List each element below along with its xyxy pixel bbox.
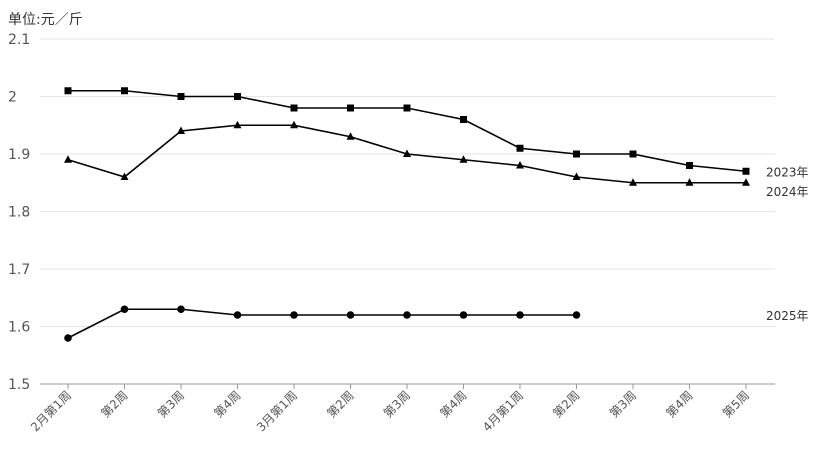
data-point: [403, 104, 411, 112]
series-label: 2025年: [766, 309, 809, 323]
x-tick-label: 2月第1周: [28, 388, 74, 434]
data-point: [516, 144, 524, 152]
data-point: [516, 311, 524, 319]
data-point: [516, 161, 524, 169]
data-point: [347, 104, 354, 112]
x-tick-label: 第4周: [663, 388, 695, 420]
y-tick-label: 1.8: [8, 205, 30, 221]
data-point: [64, 87, 72, 95]
data-point: [177, 126, 185, 134]
data-point: [290, 311, 298, 319]
data-point: [742, 167, 750, 175]
data-point: [346, 132, 355, 140]
x-tick-label: 第2周: [98, 388, 130, 420]
y-tick-label: 2.1: [8, 32, 30, 48]
x-tick-label: 第3周: [155, 388, 187, 420]
series-group: [64, 87, 750, 342]
x-tick-label: 4月第1周: [480, 388, 526, 434]
y-tick-label: 1.5: [8, 377, 30, 393]
series-labels: 2023年 2024年 2025年: [766, 165, 809, 323]
data-point: [233, 311, 242, 319]
data-point: [121, 87, 128, 95]
x-tick-label: 第4周: [211, 388, 243, 420]
data-point: [403, 311, 411, 319]
data-point: [459, 311, 468, 319]
series-label: 2023年: [766, 165, 809, 179]
data-point: [742, 178, 750, 186]
series-2023年: [64, 87, 750, 175]
data-point: [120, 172, 129, 180]
data-point: [629, 150, 637, 158]
y-tick-label: 1.9: [8, 147, 30, 163]
series-line: [68, 89, 747, 173]
series-2025年: [64, 305, 581, 342]
x-tick-label: 第5周: [720, 388, 752, 420]
x-tick-label: 第3周: [381, 388, 413, 420]
data-point: [234, 93, 241, 100]
data-point: [177, 305, 185, 314]
series-2024年: [64, 120, 750, 186]
x-tick-label: 第2周: [324, 388, 356, 420]
x-tick-label: 3月第1周: [254, 388, 300, 434]
x-tick-label: 第4周: [437, 388, 469, 420]
data-point: [572, 311, 581, 319]
data-point: [685, 178, 694, 186]
data-point: [572, 172, 581, 180]
y-tick-label: 2: [8, 90, 17, 106]
x-tick-label: 第3周: [607, 388, 639, 420]
data-point: [233, 120, 242, 129]
y-tick-label: 1.7: [8, 262, 30, 278]
data-point: [460, 116, 467, 123]
data-point: [573, 150, 580, 158]
unit-label: 单位:元／斤: [8, 12, 83, 28]
data-point: [459, 155, 468, 163]
data-point: [64, 334, 72, 342]
data-point: [290, 104, 298, 112]
data-point: [177, 93, 185, 100]
data-point: [686, 162, 693, 169]
data-point: [64, 155, 72, 163]
data-point: [346, 311, 355, 319]
data-point: [120, 305, 129, 314]
data-point: [290, 120, 298, 129]
x-tick-label: 第2周: [550, 388, 582, 420]
y-tick-label: 1.6: [8, 320, 30, 336]
data-point: [403, 149, 411, 157]
data-point: [629, 178, 637, 186]
series-line: [67, 308, 577, 339]
series-label: 2024年: [766, 185, 809, 199]
